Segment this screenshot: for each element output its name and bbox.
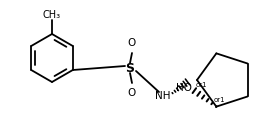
Text: or1: or1 [195,82,207,88]
Text: O: O [128,38,136,48]
Text: HO: HO [176,83,192,93]
Text: or1: or1 [214,97,225,103]
Text: S: S [125,61,134,74]
Text: NH: NH [155,91,171,101]
Text: O: O [128,88,136,98]
Text: CH₃: CH₃ [43,10,61,20]
